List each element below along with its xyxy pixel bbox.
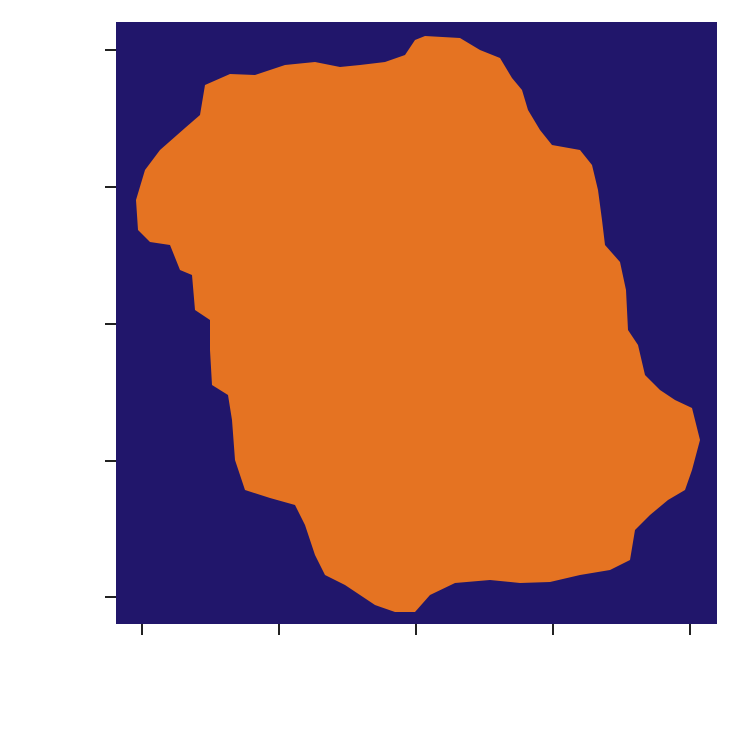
y-ticks [105,49,116,598]
x-ticks [141,624,691,635]
region [136,36,700,612]
